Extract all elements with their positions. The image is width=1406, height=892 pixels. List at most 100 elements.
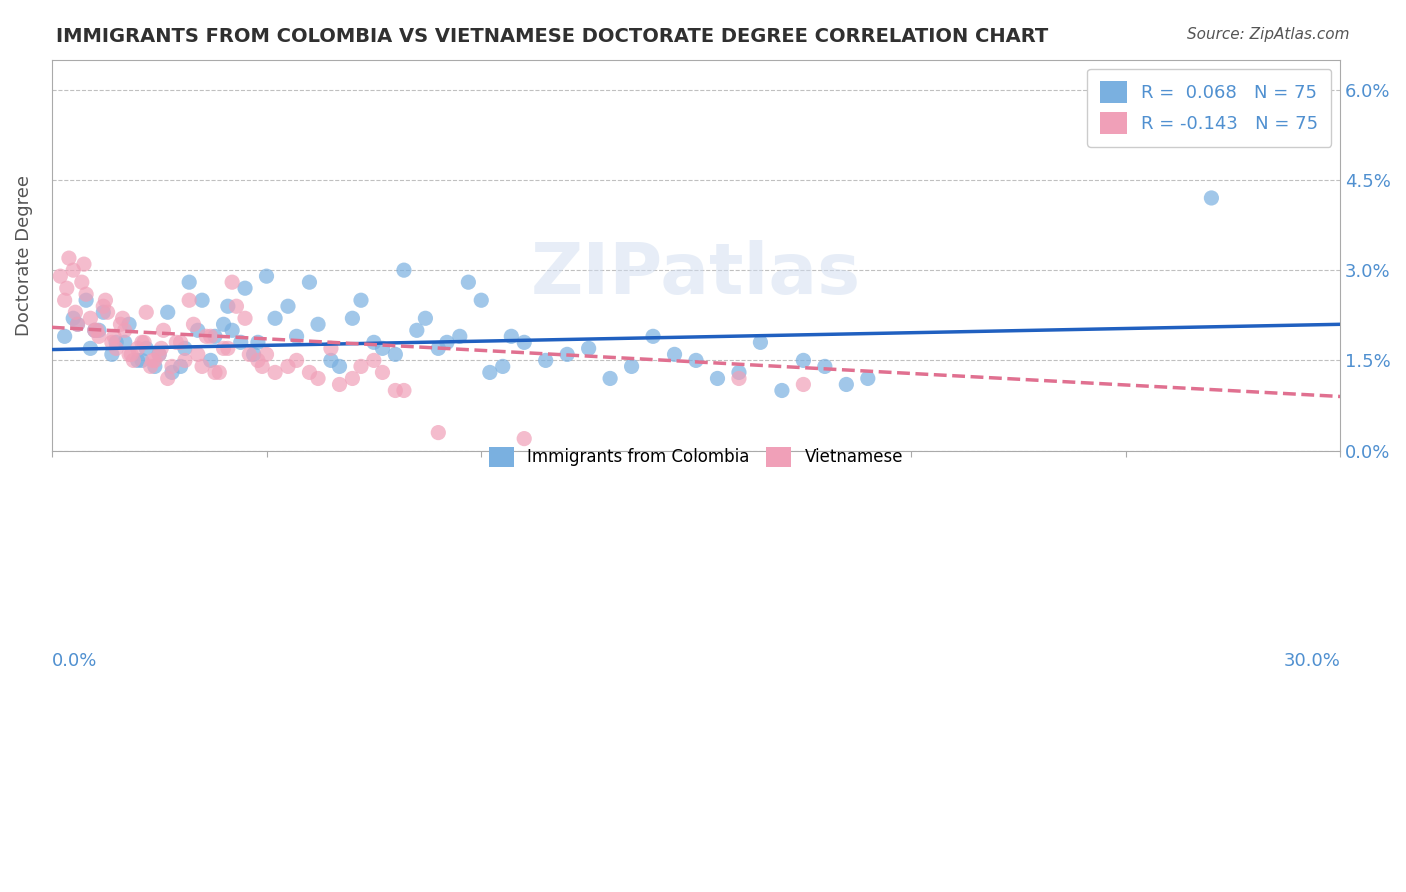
- Point: [298, 366, 321, 380]
- Point: [156, 305, 179, 319]
- Point: [728, 366, 751, 380]
- Point: [307, 318, 329, 332]
- Point: [143, 359, 166, 374]
- Point: [87, 323, 110, 337]
- Point: [478, 366, 501, 380]
- Point: [62, 311, 84, 326]
- Point: [75, 293, 97, 308]
- Point: [392, 384, 415, 398]
- Point: [285, 353, 308, 368]
- Point: [578, 342, 600, 356]
- Point: [165, 335, 187, 350]
- Point: [200, 353, 222, 368]
- Point: [87, 329, 110, 343]
- Point: [195, 329, 218, 343]
- Point: [392, 263, 415, 277]
- Point: [371, 342, 394, 356]
- Point: [238, 347, 260, 361]
- Point: [212, 318, 235, 332]
- Point: [246, 335, 269, 350]
- Point: [79, 311, 101, 326]
- Point: [363, 353, 385, 368]
- Point: [342, 311, 364, 326]
- Point: [83, 323, 105, 337]
- Point: [350, 359, 373, 374]
- Point: [555, 347, 578, 361]
- Point: [246, 353, 269, 368]
- Point: [212, 342, 235, 356]
- Point: [319, 342, 342, 356]
- Point: [179, 275, 201, 289]
- Point: [242, 347, 264, 361]
- Point: [427, 342, 450, 356]
- Point: [49, 269, 72, 284]
- Point: [513, 432, 536, 446]
- Point: [534, 353, 557, 368]
- Point: [53, 329, 76, 343]
- Point: [620, 359, 643, 374]
- Point: [217, 342, 239, 356]
- Point: [191, 359, 214, 374]
- Point: [139, 359, 162, 374]
- Point: [233, 281, 256, 295]
- Point: [83, 323, 105, 337]
- Point: [131, 335, 153, 350]
- Point: [127, 342, 149, 356]
- Point: [449, 329, 471, 343]
- Point: [814, 359, 837, 374]
- Point: [114, 335, 136, 350]
- Point: [191, 293, 214, 308]
- Point: [405, 323, 427, 337]
- Point: [298, 275, 321, 289]
- Point: [1201, 191, 1223, 205]
- Point: [183, 318, 205, 332]
- Point: [641, 329, 664, 343]
- Point: [143, 353, 166, 368]
- Point: [256, 269, 278, 284]
- Point: [342, 371, 364, 385]
- Point: [599, 371, 621, 385]
- Point: [501, 329, 523, 343]
- Point: [384, 347, 406, 361]
- Point: [105, 335, 128, 350]
- Point: [127, 353, 149, 368]
- Point: [58, 251, 80, 265]
- Point: [225, 299, 247, 313]
- Text: ZIPatlas: ZIPatlas: [531, 240, 860, 310]
- Point: [264, 366, 287, 380]
- Point: [55, 281, 77, 295]
- Point: [685, 353, 707, 368]
- Point: [350, 293, 373, 308]
- Point: [97, 305, 120, 319]
- Point: [94, 293, 117, 308]
- Point: [307, 371, 329, 385]
- Point: [384, 384, 406, 398]
- Point: [120, 347, 142, 361]
- Point: [835, 377, 858, 392]
- Point: [91, 299, 114, 313]
- Point: [285, 329, 308, 343]
- Point: [427, 425, 450, 440]
- Point: [150, 342, 173, 356]
- Point: [160, 366, 183, 380]
- Text: 0.0%: 0.0%: [52, 652, 97, 670]
- Text: IMMIGRANTS FROM COLOMBIA VS VIETNAMESE DOCTORATE DEGREE CORRELATION CHART: IMMIGRANTS FROM COLOMBIA VS VIETNAMESE D…: [56, 27, 1049, 45]
- Text: 30.0%: 30.0%: [1284, 652, 1340, 670]
- Point: [70, 275, 93, 289]
- Point: [457, 275, 479, 289]
- Point: [91, 305, 114, 319]
- Point: [148, 347, 170, 361]
- Point: [73, 257, 96, 271]
- Point: [204, 366, 226, 380]
- Point: [101, 347, 124, 361]
- Point: [470, 293, 492, 308]
- Point: [118, 318, 141, 332]
- Point: [187, 323, 209, 337]
- Point: [436, 335, 458, 350]
- Point: [319, 353, 342, 368]
- Point: [277, 359, 299, 374]
- Point: [132, 335, 155, 350]
- Point: [187, 347, 209, 361]
- Point: [328, 359, 350, 374]
- Point: [110, 318, 132, 332]
